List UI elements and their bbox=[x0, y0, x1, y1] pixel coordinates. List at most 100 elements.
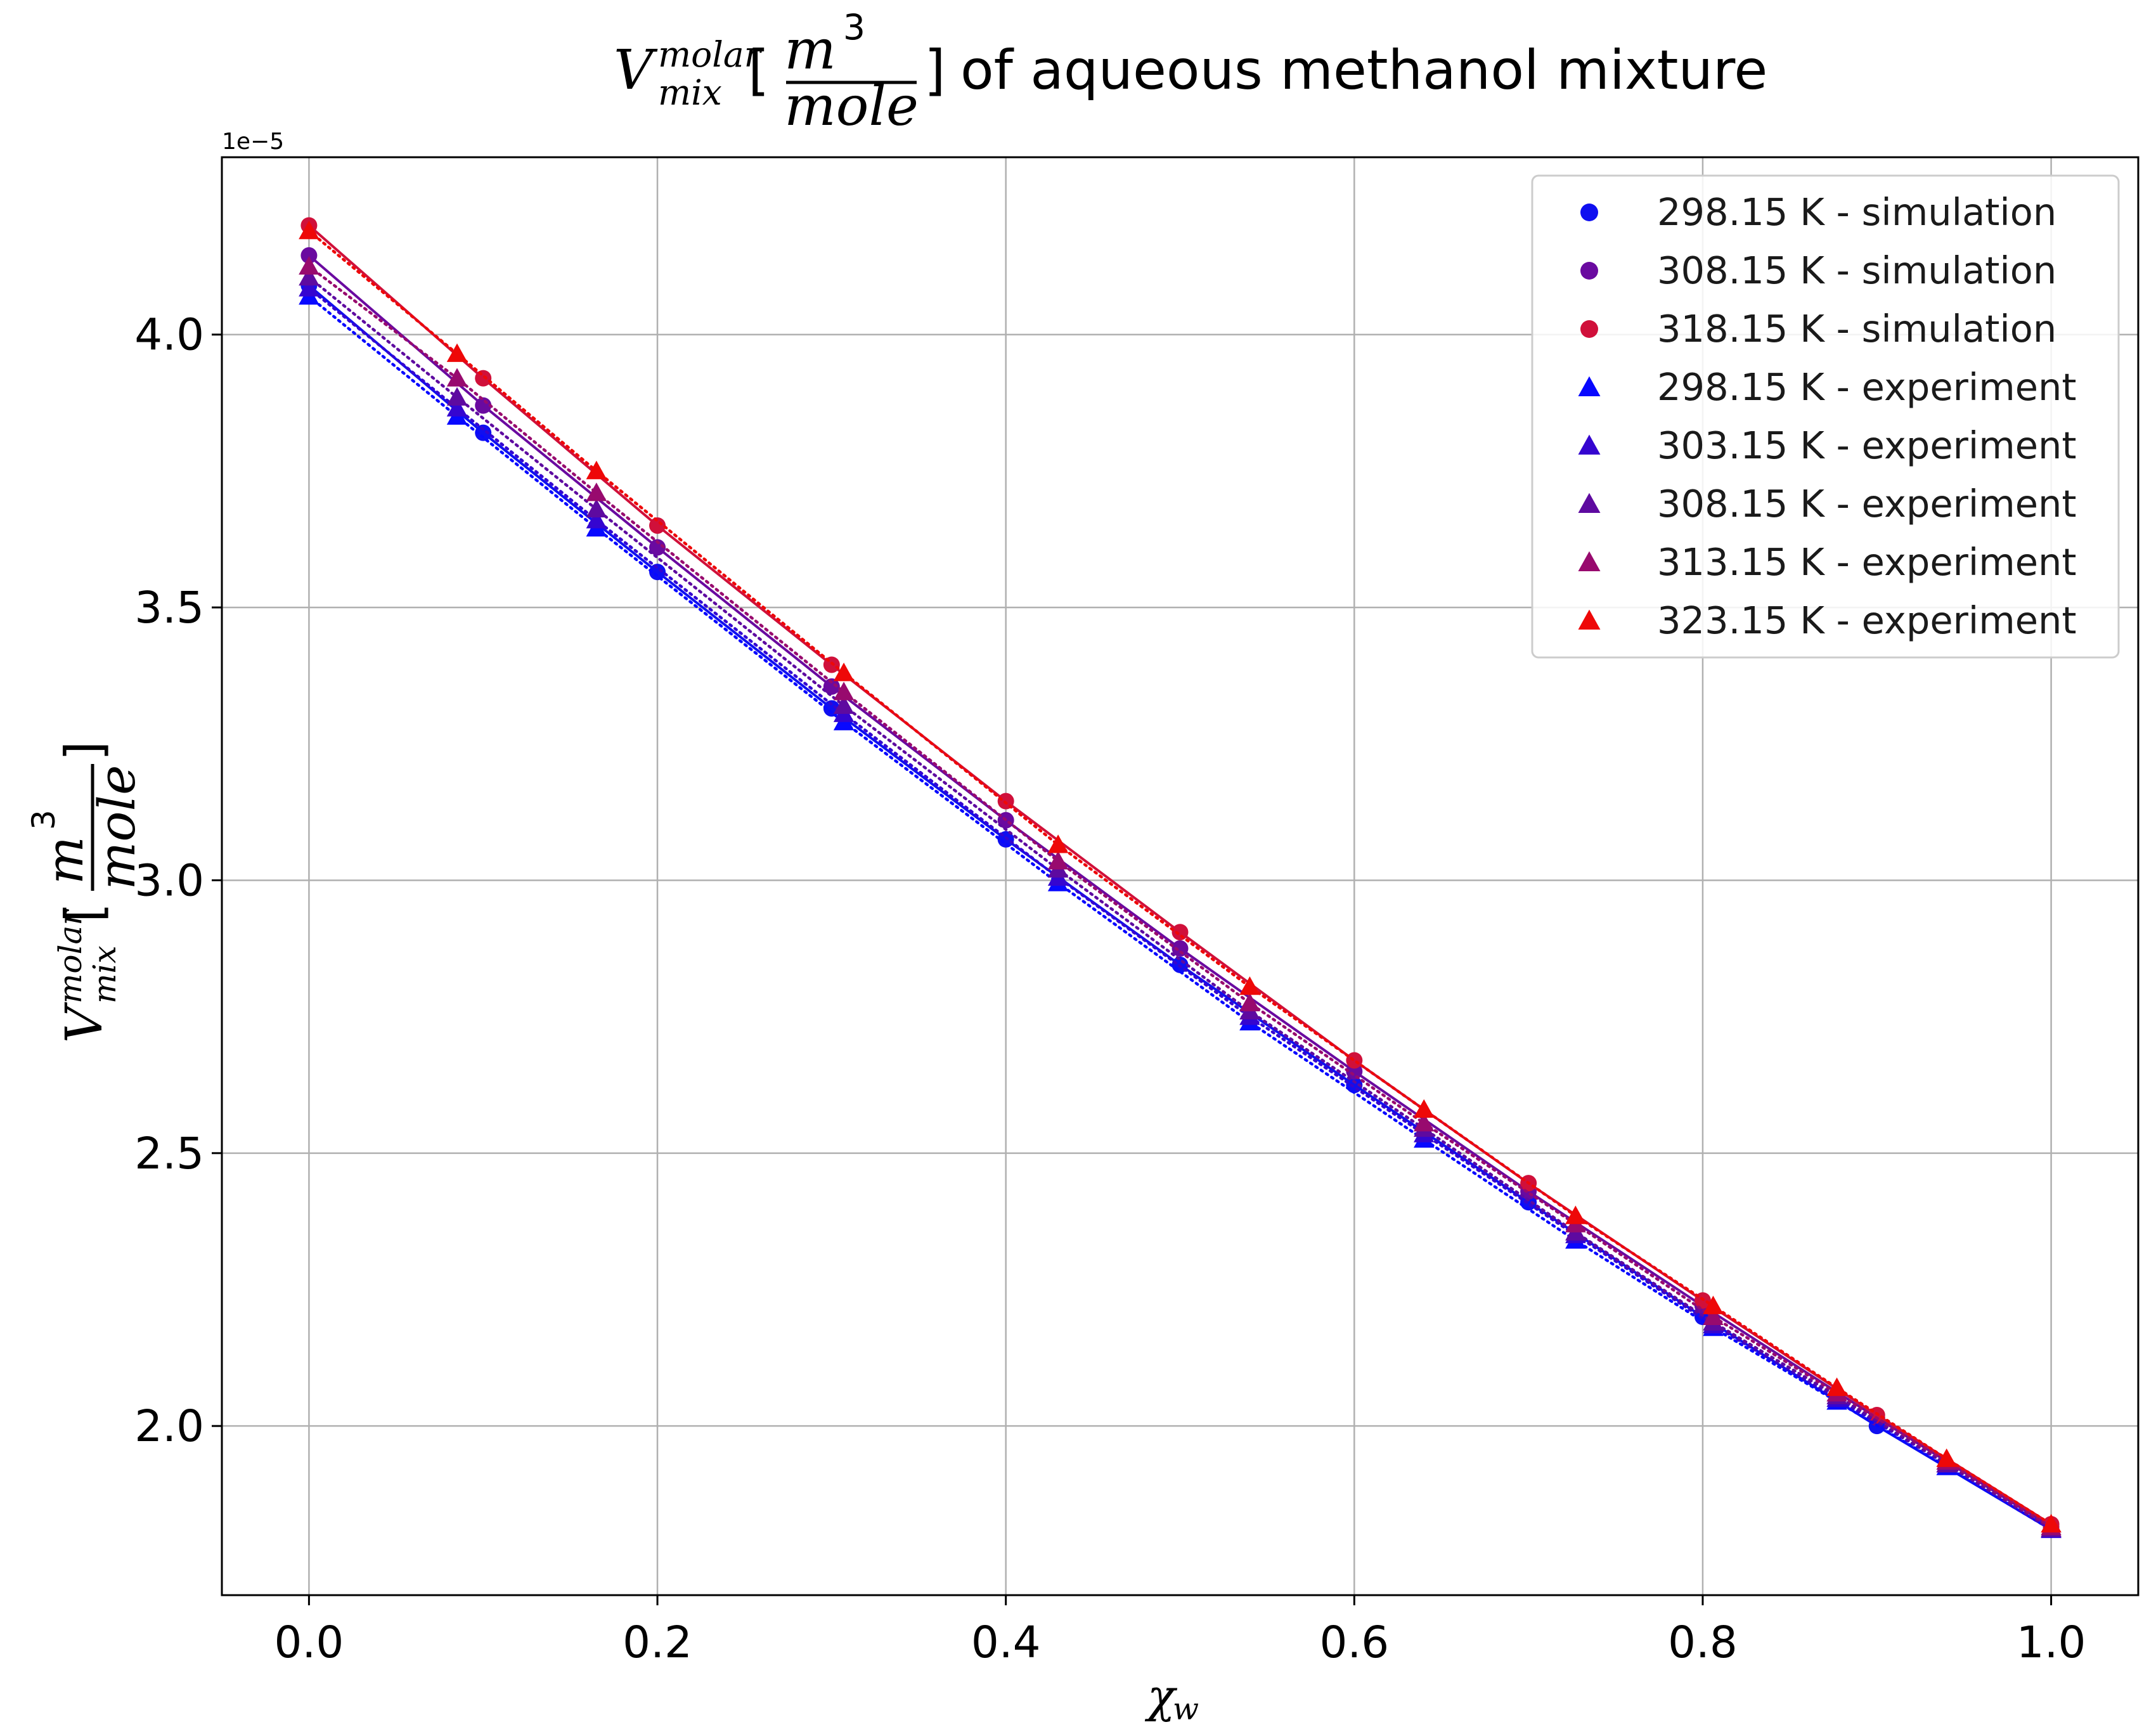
legend-item: 303.15 K - experiment bbox=[1578, 424, 2077, 467]
data-point bbox=[446, 387, 468, 406]
data-point bbox=[299, 278, 320, 297]
y-tick-label: 3.0 bbox=[134, 855, 204, 906]
series-experiment-7 bbox=[299, 220, 2062, 1533]
data-point bbox=[1239, 992, 1260, 1012]
plot-frame bbox=[221, 156, 2140, 1596]
y-tick-label: 2.5 bbox=[134, 1129, 204, 1179]
data-point bbox=[1047, 834, 1069, 853]
ticks: 0.0 0.2 0.4 0.6 0.8 1.0 2.0 2.5 3.0 3.5 4.0 bbox=[134, 310, 2086, 1668]
x-label-subscript: w bbox=[1173, 1692, 1199, 1727]
y-label-unit-power: 3 bbox=[25, 810, 62, 830]
title-symbol: V bbox=[614, 39, 658, 102]
legend: 298.15 K - simulation 308.15 K - simulati… bbox=[1531, 174, 2120, 659]
y-label-close-bracket: ] bbox=[55, 741, 113, 761]
data-point bbox=[1346, 1052, 1363, 1069]
legend-marker bbox=[1578, 376, 1601, 396]
x-tick-label: 0.6 bbox=[1319, 1617, 1389, 1668]
data-point bbox=[586, 460, 607, 479]
data-point bbox=[1239, 976, 1260, 995]
y-label-unit-numerator: m bbox=[36, 836, 94, 884]
legend-label: 298.15 K - experiment bbox=[1657, 365, 2077, 409]
legend-label: 308.15 K - experiment bbox=[1657, 482, 2077, 526]
series-layer bbox=[299, 217, 2062, 1538]
data-point bbox=[586, 482, 607, 501]
legend-marker bbox=[1578, 434, 1601, 455]
y-tick-label: 3.5 bbox=[134, 583, 204, 633]
title-unit-denominator: mole bbox=[784, 75, 919, 138]
title-superscript: molar bbox=[658, 34, 763, 75]
legend-label: 298.15 K - simulation bbox=[1657, 190, 2056, 234]
legend-marker bbox=[1580, 262, 1598, 280]
data-point bbox=[299, 267, 320, 286]
legend-marker bbox=[1580, 204, 1598, 221]
x-axis-label: χ w bbox=[1144, 1669, 1199, 1727]
data-point bbox=[1413, 1099, 1435, 1118]
legend-item: 298.15 K - simulation bbox=[1580, 190, 2056, 234]
y-label-superscript: molar bbox=[52, 909, 89, 1004]
legend-marker bbox=[1580, 320, 1598, 338]
x-tick-label: 1.0 bbox=[2017, 1617, 2086, 1668]
data-point bbox=[649, 564, 666, 581]
legend-item: 318.15 K - simulation bbox=[1580, 307, 2056, 351]
chart-title: V molar mix [ m 3 mole ] of aqueous meth… bbox=[614, 7, 1767, 138]
data-point bbox=[649, 517, 666, 534]
data-point bbox=[475, 370, 492, 387]
data-point bbox=[2041, 1513, 2062, 1533]
data-point bbox=[299, 220, 320, 240]
legend-label: 323.15 K - experiment bbox=[1657, 598, 2077, 642]
series-line bbox=[307, 264, 2053, 1529]
data-point bbox=[1703, 1306, 1724, 1326]
data-point bbox=[299, 256, 320, 275]
data-point bbox=[446, 343, 468, 362]
x-tick-label: 0.4 bbox=[971, 1617, 1041, 1668]
title-subscript: mix bbox=[658, 72, 722, 113]
legend-marker bbox=[1578, 493, 1601, 513]
legend-label: 308.15 K - simulation bbox=[1657, 249, 2056, 292]
legend-item: 308.15 K - experiment bbox=[1578, 482, 2077, 526]
data-point bbox=[833, 682, 855, 701]
series-line bbox=[307, 229, 2053, 1526]
legend-label: 313.15 K - experiment bbox=[1657, 540, 2077, 584]
data-point bbox=[1826, 1377, 1847, 1396]
series-line bbox=[307, 295, 2053, 1531]
data-point bbox=[586, 498, 607, 518]
data-point bbox=[475, 424, 492, 441]
series-line bbox=[307, 276, 2053, 1530]
data-point bbox=[1565, 1205, 1586, 1224]
legend-marker bbox=[1578, 551, 1601, 571]
data-point bbox=[649, 539, 666, 556]
y-label-unit-denominator: mole bbox=[87, 765, 146, 890]
legend-item: 298.15 K - experiment bbox=[1578, 365, 2077, 409]
x-tick-label: 0.0 bbox=[274, 1617, 344, 1668]
data-point bbox=[1413, 1113, 1435, 1132]
legend-label: 318.15 K - simulation bbox=[1657, 307, 2056, 351]
title-open-bracket: [ bbox=[748, 39, 770, 102]
y-label-symbol: V bbox=[55, 1002, 113, 1043]
data-point bbox=[1172, 940, 1189, 957]
legend-marker bbox=[1578, 609, 1601, 630]
data-point bbox=[833, 663, 855, 682]
data-point bbox=[1172, 924, 1189, 941]
series-line bbox=[307, 287, 2053, 1531]
data-point bbox=[1936, 1448, 1957, 1467]
y-tick-label: 2.0 bbox=[134, 1401, 204, 1452]
legend-label: 303.15 K - experiment bbox=[1657, 424, 2077, 467]
x-tick-label: 0.2 bbox=[623, 1617, 692, 1668]
y-tick-label: 4.0 bbox=[134, 310, 204, 361]
legend-item: 323.15 K - experiment bbox=[1578, 598, 2077, 642]
y-axis-label: V molar mix [ m 3 mole ] bbox=[25, 741, 146, 1043]
data-point bbox=[1047, 851, 1069, 870]
y-offset-label: 1e−5 bbox=[222, 129, 284, 155]
x-tick-label: 0.8 bbox=[1668, 1617, 1738, 1668]
x-label-symbol: χ bbox=[1144, 1669, 1178, 1723]
legend-item: 313.15 K - experiment bbox=[1578, 540, 2077, 584]
y-label-open-bracket: [ bbox=[55, 903, 113, 922]
data-point bbox=[300, 247, 318, 264]
data-point bbox=[446, 398, 468, 417]
title-close-bracket: ] bbox=[924, 39, 946, 102]
data-point bbox=[1703, 1295, 1724, 1314]
data-point bbox=[446, 368, 468, 387]
data-point bbox=[823, 678, 840, 695]
title-unit-power: 3 bbox=[843, 7, 865, 48]
